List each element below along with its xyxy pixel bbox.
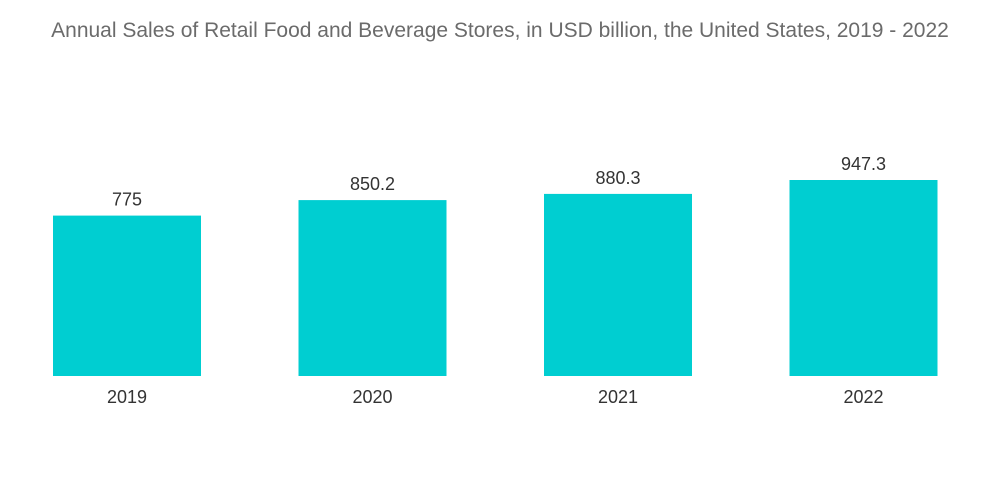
x-tick-label-2020: 2020	[352, 387, 392, 407]
bars-group	[53, 180, 938, 376]
x-tick-label-2022: 2022	[843, 387, 883, 407]
bar-2020	[298, 200, 447, 376]
x-tick-label-2019: 2019	[107, 387, 147, 407]
bar-2019	[53, 215, 201, 376]
value-labels-group: 775 850.2 880.3 947.3	[112, 154, 886, 210]
bar-2021	[544, 193, 692, 376]
value-label-2019: 775	[112, 190, 142, 210]
value-label-2020: 850.2	[350, 174, 395, 194]
value-label-2022: 947.3	[841, 154, 886, 174]
value-label-2021: 880.3	[595, 168, 640, 188]
x-axis-tick-labels: 2019 2020 2021 2022	[107, 387, 884, 407]
chart-title: Annual Sales of Retail Food and Beverage…	[51, 19, 949, 42]
bar-2022	[789, 180, 938, 376]
x-tick-label-2021: 2021	[598, 387, 638, 407]
